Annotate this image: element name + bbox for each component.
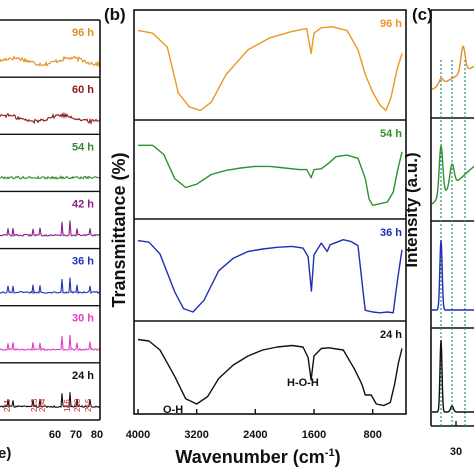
panel-a-series-3 — [0, 220, 101, 238]
annotation-hoh: H-O-H — [287, 377, 319, 389]
panel-b-series-0 — [137, 26, 403, 112]
panel-b-x-tick-2: 2400 — [243, 429, 267, 441]
panel-b-x-tick-3: 1600 — [302, 429, 326, 441]
panel-b-x-tick-0: 4000 — [126, 429, 150, 441]
panel-c: (c) Intensity (a.u.) 30 — [402, 5, 474, 458]
panel-b-x-tick-4: 800 — [363, 429, 381, 441]
panel-a-series-label-5: 30 h — [72, 313, 94, 325]
panel-a-peak-label-1: 213 — [30, 398, 39, 412]
panel-b-y-axis-title: Transmittance (%) — [109, 152, 129, 307]
panel-a-series-1 — [0, 111, 101, 126]
panel-b-x-axis-title-main: Wavenumber (cm — [175, 447, 324, 467]
panel-c-box-group — [430, 9, 474, 427]
panel-b-series-label-2: 36 h — [380, 227, 402, 239]
panel-a-peak-label-4: 220 — [73, 398, 82, 412]
panel-b-series-3 — [137, 338, 403, 407]
panel-b-x-axis-title-end: ) — [335, 447, 341, 467]
panel-b-series-2 — [137, 239, 403, 314]
panel-a-series-label-1: 60 h — [72, 84, 94, 96]
panel-a-box-group — [0, 19, 101, 420]
panel-b-label: (b) — [104, 5, 126, 24]
panel-c-series-0 — [431, 45, 474, 91]
panel-b-series-1 — [138, 144, 403, 206]
panel-a-series-2 — [0, 175, 101, 180]
annotation-oh: O-H — [163, 404, 183, 416]
panel-b-x-axis-title: Wavenumber (cm-1) — [175, 447, 340, 467]
panel-c-series-2 — [432, 239, 474, 311]
panel-a-peak-label-2: 204 — [38, 398, 47, 412]
panel-a-x-tick-2: 80 — [91, 429, 103, 441]
panel-a-series-label-6: 24 h — [72, 370, 94, 382]
panel-a-series-6 — [0, 392, 101, 409]
panel-b-box-group — [133, 9, 407, 415]
panel-a-series-label-4: 36 h — [72, 256, 94, 268]
panel-b-series-label-1: 54 h — [380, 128, 402, 140]
panel-a-x-axis-title-fragment: e) — [0, 445, 11, 462]
panel-a-x-tick-1: 70 — [70, 429, 82, 441]
panel-c-series-3 — [432, 339, 474, 413]
panel-a-peak-label-5: 215 — [84, 398, 93, 412]
panel-b-x-tick-1: 3200 — [184, 429, 208, 441]
panel-b-series-label-3: 24 h — [380, 329, 402, 341]
panel-c-label: (c) — [412, 5, 433, 24]
panel-b-x-axis-title-sup: -1 — [325, 447, 335, 459]
panel-c-curve-group — [431, 45, 474, 413]
panel-a-series-5 — [0, 334, 101, 352]
panel-a-label-group: 96 h 60 h 54 h 42 h 36 h 30 h 24 h 211 213 204 116… — [3, 27, 94, 412]
panel-b-curve-group — [137, 26, 403, 407]
panel-a-peak-label-3: 116 — [63, 399, 72, 412]
panel-b-tick-group: 4000 3200 2400 1600 800 — [126, 409, 382, 441]
panel-c-x-tick-0: 30 — [450, 446, 462, 458]
panel-c-y-axis-title: Intensity (a.u.) — [402, 152, 421, 267]
panel-b-frame — [133, 9, 407, 415]
panel-a-series-label-3: 42 h — [72, 198, 94, 210]
panel-a-x-tick-0: 60 — [49, 429, 61, 441]
panel-a-peak-label-0: 211 — [3, 399, 12, 412]
panel-c-series-1 — [431, 143, 474, 205]
panel-a-series-label-2: 54 h — [72, 141, 94, 153]
panel-a: 96 h 60 h 54 h 42 h 36 h 30 h 24 h 211 213 204 116… — [0, 19, 103, 462]
panel-a-series-4 — [0, 277, 101, 295]
panel-b: (b) Transmittance (%) 96 h 54 h 36 h 24 h O… — [104, 5, 407, 467]
panel-a-series-label-0: 96 h — [72, 27, 94, 39]
panel-a-series-0 — [0, 55, 101, 68]
panel-b-series-label-0: 96 h — [380, 18, 402, 30]
panel-b-label-group: 96 h 54 h 36 h 24 h — [380, 18, 402, 341]
